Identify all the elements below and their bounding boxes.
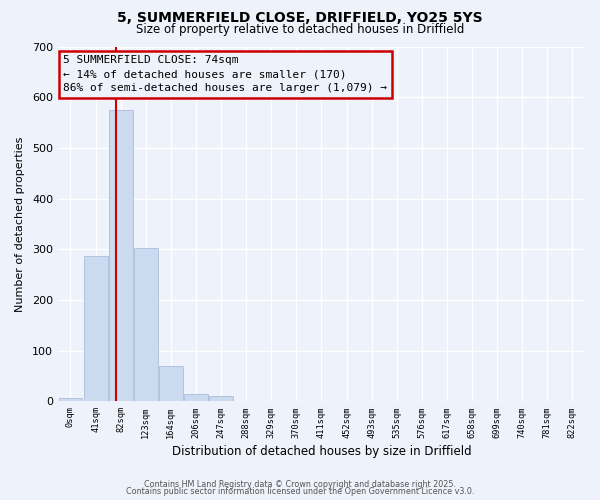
Bar xyxy=(83,256,107,401)
Bar xyxy=(209,396,233,401)
Bar xyxy=(134,248,158,401)
Text: 5 SUMMERFIELD CLOSE: 74sqm
← 14% of detached houses are smaller (170)
86% of sem: 5 SUMMERFIELD CLOSE: 74sqm ← 14% of deta… xyxy=(63,56,387,94)
Bar xyxy=(184,394,208,401)
Bar xyxy=(109,110,133,401)
Bar xyxy=(159,366,183,401)
Text: Contains HM Land Registry data © Crown copyright and database right 2025.: Contains HM Land Registry data © Crown c… xyxy=(144,480,456,489)
Text: Size of property relative to detached houses in Driffield: Size of property relative to detached ho… xyxy=(136,22,464,36)
Bar xyxy=(59,398,82,401)
X-axis label: Distribution of detached houses by size in Driffield: Distribution of detached houses by size … xyxy=(172,444,471,458)
Text: Contains public sector information licensed under the Open Government Licence v3: Contains public sector information licen… xyxy=(126,487,474,496)
Y-axis label: Number of detached properties: Number of detached properties xyxy=(15,136,25,312)
Text: 5, SUMMERFIELD CLOSE, DRIFFIELD, YO25 5YS: 5, SUMMERFIELD CLOSE, DRIFFIELD, YO25 5Y… xyxy=(117,11,483,25)
